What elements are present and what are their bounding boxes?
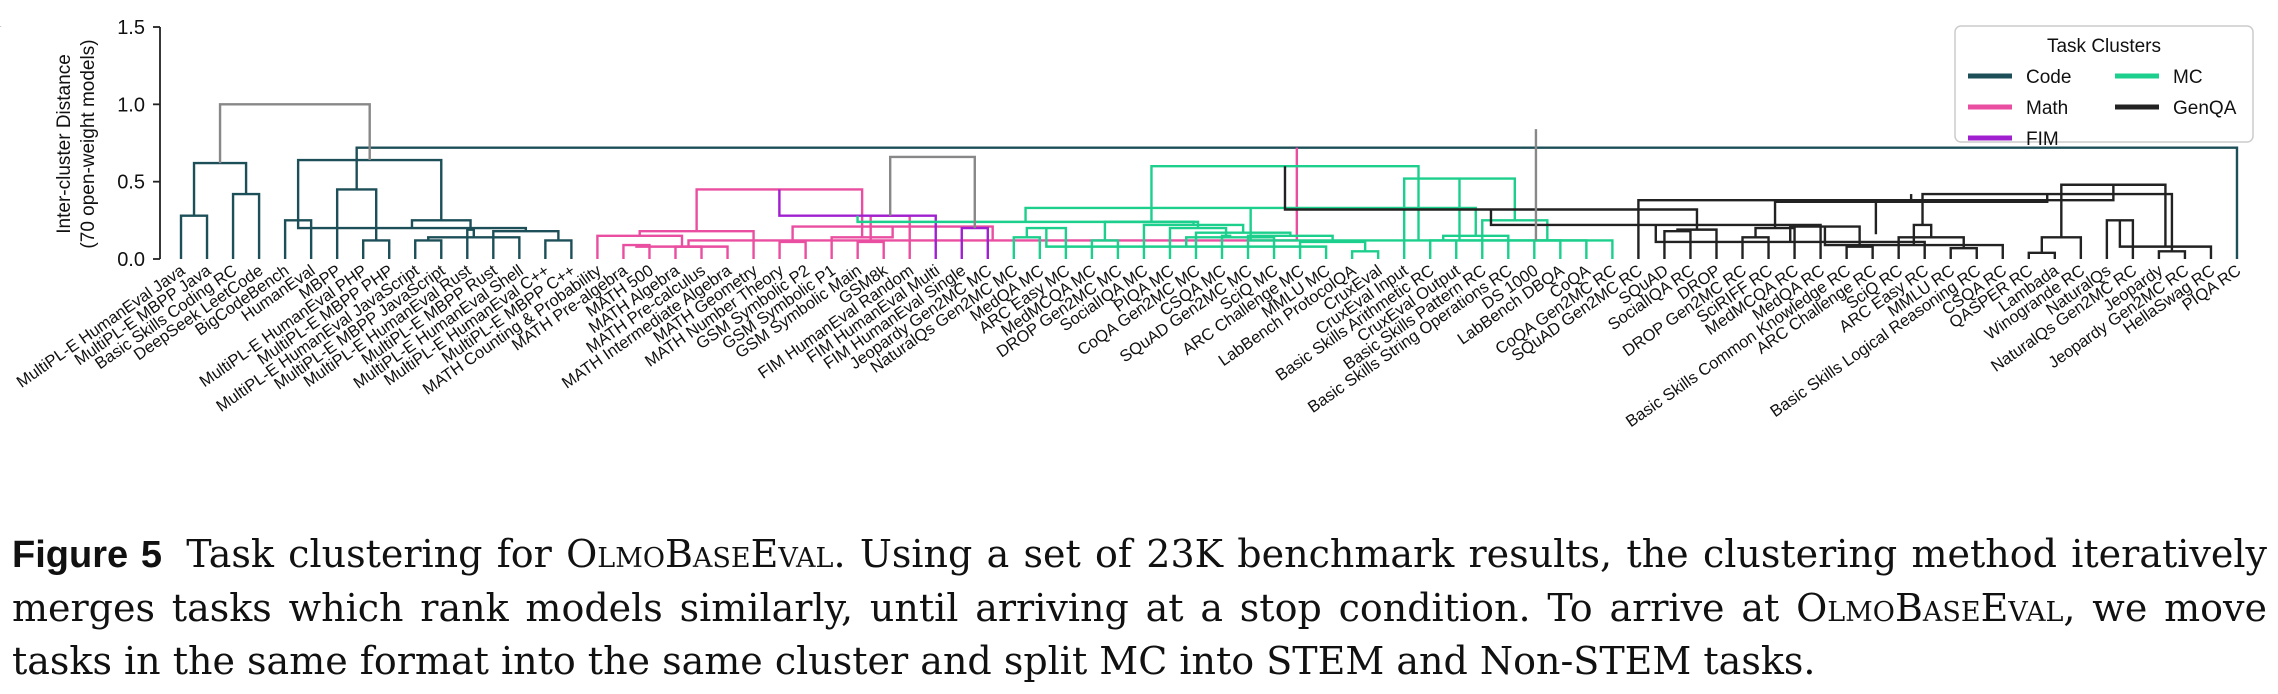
legend-label: Math xyxy=(2026,98,2068,119)
dendrogram-link xyxy=(544,239,573,259)
dendrogram-link xyxy=(1949,246,1978,259)
dendrogram-link xyxy=(1045,228,1328,259)
dendrogram-link xyxy=(427,236,521,259)
y-axis-label-sub: (70 open-weight models) xyxy=(78,39,99,248)
dendrogram-figure: 0.0 0.5 1.0 1.5 Inter-cluster Distance (70 … xyxy=(0,0,2254,431)
caption-segment: . Using a set of 23K benchmark results, … xyxy=(12,532,2267,630)
legend-frame xyxy=(1954,25,2254,143)
dendrogram-link xyxy=(2105,219,2135,259)
legend-label: FIM xyxy=(2026,129,2059,150)
dendrogram-link xyxy=(1676,228,1718,259)
dendrogram-link xyxy=(192,161,248,216)
dendrogram-link xyxy=(635,245,729,259)
y-tick-label: 1.0 xyxy=(117,94,145,116)
dendrogram-link xyxy=(2157,250,2187,259)
caption-text: Task clustering for OlmoBaseEval. Using … xyxy=(12,532,2267,683)
legend-title: Task Clusters xyxy=(2047,36,2161,57)
dendrogram-link xyxy=(296,220,528,232)
dendrogram-link xyxy=(888,155,976,229)
dendrogram-link xyxy=(218,103,371,164)
figure-caption: Figure 5 Task clustering for OlmoBaseEva… xyxy=(12,528,2267,688)
dendrogram-link xyxy=(1185,236,1276,259)
dendrogram-link xyxy=(2027,251,2057,259)
dendrogram-link xyxy=(1298,240,1367,259)
legend: Task Clusters Code Math FIM MC GenQA xyxy=(1954,25,2254,150)
dendrogram-link xyxy=(1012,236,1042,259)
y-tick-label: 0.0 xyxy=(117,249,145,271)
dendrogram-link xyxy=(231,192,261,259)
caption-benchmark-name: OlmoBaseEval xyxy=(566,532,834,576)
dendrogram-link xyxy=(778,240,807,259)
dendrogram-link xyxy=(466,228,475,259)
dendrogram-link xyxy=(179,214,209,259)
caption-segment: , we move tasks in the same format into … xyxy=(12,586,2267,683)
dendrogram-link xyxy=(1897,236,1965,259)
dendrogram-link xyxy=(1090,239,1120,259)
dendrogram-link xyxy=(1142,223,1245,259)
dendrogram-link xyxy=(1741,236,1770,259)
dendrogram-link xyxy=(1754,226,1796,259)
y-axis-label: Inter-cluster Distance xyxy=(54,54,75,234)
dendrogram-link xyxy=(674,245,703,259)
dendrogram-link xyxy=(1194,231,1292,259)
dendrogram-link xyxy=(1429,239,1458,259)
y-tick-label: 1.5 xyxy=(117,17,145,39)
legend-label: Code xyxy=(2026,67,2071,88)
y-tick-label: 0.5 xyxy=(117,172,145,194)
dendrogram-link xyxy=(1654,224,1926,259)
dendrogram-link xyxy=(1533,239,1562,259)
dendrogram-link xyxy=(778,189,937,259)
dendrogram-links xyxy=(0,27,2239,259)
y-axis: 0.0 0.5 1.0 1.5 xyxy=(117,17,161,271)
dendrogram-link xyxy=(1663,229,1692,259)
dendrogram-link xyxy=(1350,250,1380,259)
dendrogram-link xyxy=(2040,236,2083,259)
caption-benchmark-name: OlmoBaseEval xyxy=(1796,586,2064,630)
dendrogram-link xyxy=(492,229,560,259)
dendrogram-link xyxy=(1168,226,1228,259)
dendrogram-link xyxy=(856,240,885,259)
legend-label: GenQA xyxy=(2173,98,2237,119)
dendrogram-link xyxy=(830,226,894,259)
dendrogram-link xyxy=(960,226,989,259)
dendrogram-link xyxy=(335,188,378,259)
dendrogram-link xyxy=(361,239,391,259)
legend-label: MC xyxy=(2173,67,2203,88)
dendrogram-link xyxy=(1845,245,1874,259)
dendrogram-link xyxy=(2118,220,2213,259)
caption-segment: Task clustering for xyxy=(172,532,567,576)
dendrogram-link xyxy=(414,239,443,259)
figure-label: Figure 5 xyxy=(12,534,163,576)
dendrogram-link xyxy=(1402,177,1516,259)
